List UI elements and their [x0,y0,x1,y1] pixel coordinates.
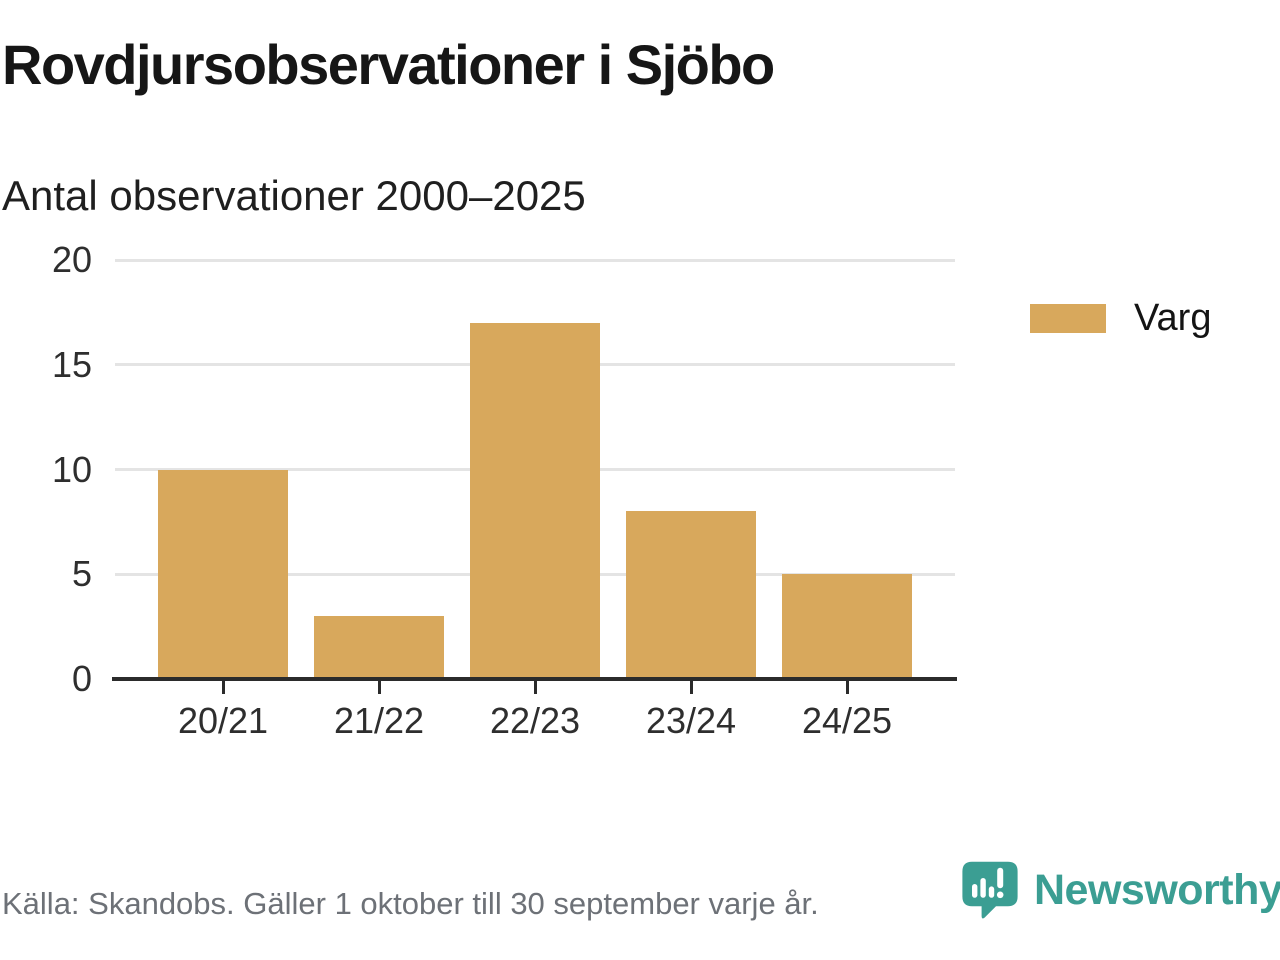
bar-22/23 [470,322,600,679]
x-tick-label-23/24: 23/24 [645,700,737,741]
y-tick-label-5: 5 [71,553,92,595]
y-tick-label-20: 20 [51,239,92,280]
x-axis-tick-23/24 [689,681,693,694]
bar-24/25 [782,574,912,679]
legend-label-varg: Varg [1134,296,1212,339]
newsworthy-logo-text: Newsworthy [1034,865,1280,914]
y-tick-label-10: 10 [51,448,92,490]
bar-23/24 [626,511,756,679]
bar-21/22 [314,616,444,679]
bar-20/21 [158,469,288,679]
y-tick-label-15: 15 [51,343,92,385]
newsworthy-logo: Newsworthy [960,858,1280,922]
x-tick-label-21/22: 21/22 [333,700,425,741]
x-axis-tick-24/25 [845,681,849,694]
chart-subtitle: Antal observationer 2000–2025 [2,172,586,219]
x-tick-label-22/23: 22/23 [489,700,581,741]
gridline-y-20 [115,258,955,262]
plot-area: 0 5 10 15 20 20/21 21/22 22/23 23/24 24/25 [52,242,957,741]
x-axis-tick-20/21 [221,681,225,694]
x-axis-tick-21/22 [377,681,381,694]
legend-swatch-varg [1030,303,1106,333]
newsworthy-speech-bubble-bar-chart-icon [962,861,1018,919]
y-tick-label-0: 0 [71,658,92,699]
x-tick-label-20/21: 20/21 [177,700,269,741]
chart-title: Rovdjursobservationer i Sjöbo [2,33,775,96]
x-axis-tick-22/23 [533,681,537,694]
x-tick-label-24/25: 24/25 [801,700,893,741]
legend: Varg [1030,296,1212,339]
source-note: Källa: Skandobs. Gäller 1 oktober till 3… [2,886,819,921]
x-axis-line [112,677,957,681]
